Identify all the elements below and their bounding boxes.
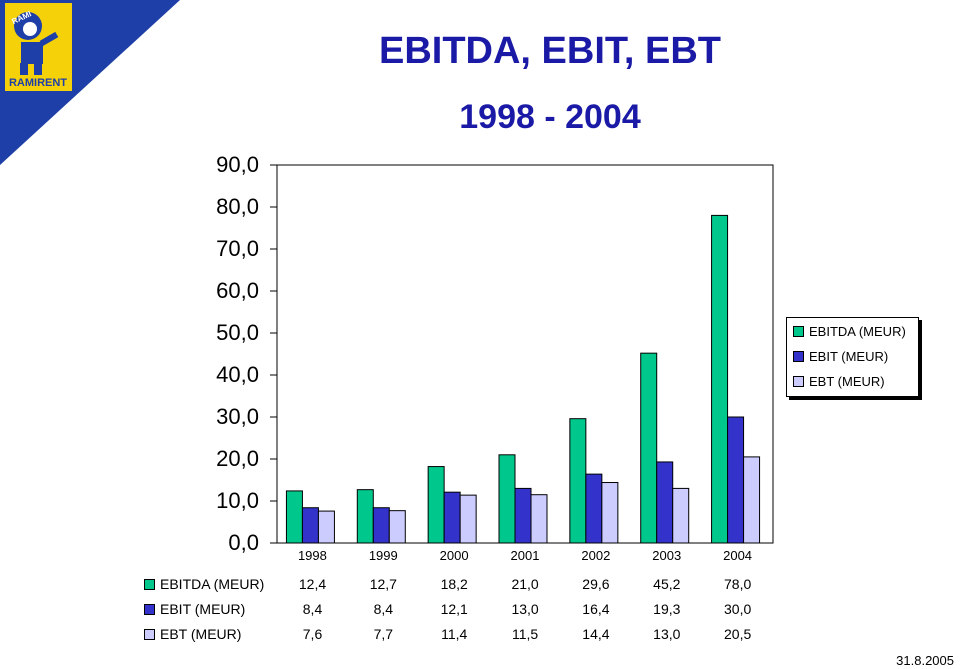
logo-wordmark: RAMIRENT	[9, 77, 67, 89]
x-axis-tick-label: 2004	[723, 548, 752, 563]
bar-ebitda-1999	[356, 489, 374, 544]
x-axis-tick-label: 1999	[369, 548, 398, 563]
ramirent-logo: RAMI RAMIRENT	[0, 0, 180, 165]
table-row-label: EBITDA (MEUR)	[144, 576, 264, 592]
table-cell: 12,1	[440, 601, 468, 617]
y-axis-tick-label: 70,0	[216, 236, 259, 261]
bar-ebt-2003	[672, 487, 690, 544]
bar-ebt-2000	[459, 494, 477, 544]
bar-ebitda-2003	[640, 352, 658, 544]
legend-swatch	[793, 325, 804, 337]
y-axis-tick-label: 20,0	[216, 446, 259, 471]
table-cell: 19,3	[653, 601, 681, 617]
bar-ebitda-2002	[569, 418, 587, 544]
table-cell: 11,5	[511, 626, 539, 642]
y-axis-tick-label: 60,0	[216, 278, 259, 303]
table-cell: 20,5	[724, 626, 752, 642]
table-cell: 30,0	[724, 601, 752, 617]
legend-swatch	[793, 375, 804, 387]
table-cell: 45,2	[653, 576, 681, 592]
y-axis-tick-label: 90,0	[216, 152, 259, 177]
chart-subtitle: 1998 - 2004	[459, 98, 641, 136]
bar-ebt-1999	[388, 510, 406, 544]
footer-date: 31.8.2005	[896, 653, 954, 668]
table-row-swatch	[144, 578, 155, 590]
table-cell: 8,4	[373, 601, 394, 617]
bar-ebit-2000	[443, 491, 461, 544]
bar-ebt-2001	[530, 494, 548, 544]
y-axis-tick-label: 80,0	[216, 194, 259, 219]
table-cell: 12,4	[298, 576, 327, 592]
legend-item: EBT (MEUR)	[793, 373, 885, 389]
x-axis-tick-label: 2003	[652, 548, 681, 563]
table-cell: 16,4	[582, 601, 610, 617]
x-axis-tick-label: 2000	[440, 548, 469, 563]
table-cell: 7,6	[302, 626, 323, 642]
bar-ebt-2002	[601, 482, 619, 544]
legend-item: EBITDA (MEUR)	[793, 323, 906, 339]
bar-ebitda-2004	[711, 214, 729, 544]
legend-label: EBITDA (MEUR)	[809, 323, 906, 339]
table-row-label: EBIT (MEUR)	[144, 601, 245, 617]
table-cell: 78,0	[724, 576, 752, 592]
table-cell: 13,0	[653, 626, 681, 642]
table-row-swatch	[144, 603, 155, 615]
table-cell: 14,4	[582, 626, 610, 642]
bar-ebit-1998	[301, 507, 319, 544]
bar-ebit-1999	[372, 507, 390, 544]
bar-ebit-2004	[727, 416, 745, 544]
table-cell: 18,2	[440, 576, 468, 592]
table-cell: 11,4	[441, 626, 468, 642]
bar-ebt-2004	[743, 456, 761, 544]
chart-title: EBITDA, EBIT, EBT	[378, 30, 722, 72]
table-row-label: EBT (MEUR)	[144, 626, 241, 642]
table-row-swatch	[144, 628, 155, 640]
legend-label: EBT (MEUR)	[809, 373, 885, 389]
legend-label: EBIT (MEUR)	[809, 348, 889, 364]
bar-ebitda-2001	[498, 454, 516, 544]
chart-legend: EBITDA (MEUR) EBIT (MEUR) EBT (MEUR)	[786, 317, 919, 397]
legend-swatch	[793, 350, 804, 362]
logo-mascot-body	[21, 42, 43, 64]
bar-ebt-1998	[317, 510, 335, 544]
table-cell: 7,7	[373, 626, 394, 642]
y-axis-tick-label: 0,0	[228, 530, 259, 555]
legend-item: EBIT (MEUR)	[793, 348, 888, 364]
table-cell: 8,4	[302, 601, 323, 617]
table-cell: 21,0	[511, 576, 539, 592]
bar-ebit-2001	[514, 487, 532, 544]
plot-area-frame	[276, 164, 774, 544]
y-axis-tick-label: 50,0	[216, 320, 259, 345]
bar-ebitda-1998	[285, 490, 303, 544]
x-axis-tick-label: 2002	[581, 548, 610, 563]
x-axis-tick-label: 1998	[298, 548, 327, 563]
y-axis-tick-label: 40,0	[216, 362, 259, 387]
table-cell: 12,7	[369, 576, 397, 592]
table-cell: 13,0	[511, 601, 539, 617]
y-axis-tick-label: 10,0	[216, 488, 259, 513]
table-cell: 29,6	[582, 576, 610, 592]
y-axis-tick-label: 30,0	[216, 404, 259, 429]
bar-ebitda-2000	[427, 466, 445, 544]
bar-ebit-2002	[585, 473, 603, 544]
x-axis-tick-label: 2001	[511, 548, 540, 563]
bar-ebit-2003	[656, 461, 674, 544]
